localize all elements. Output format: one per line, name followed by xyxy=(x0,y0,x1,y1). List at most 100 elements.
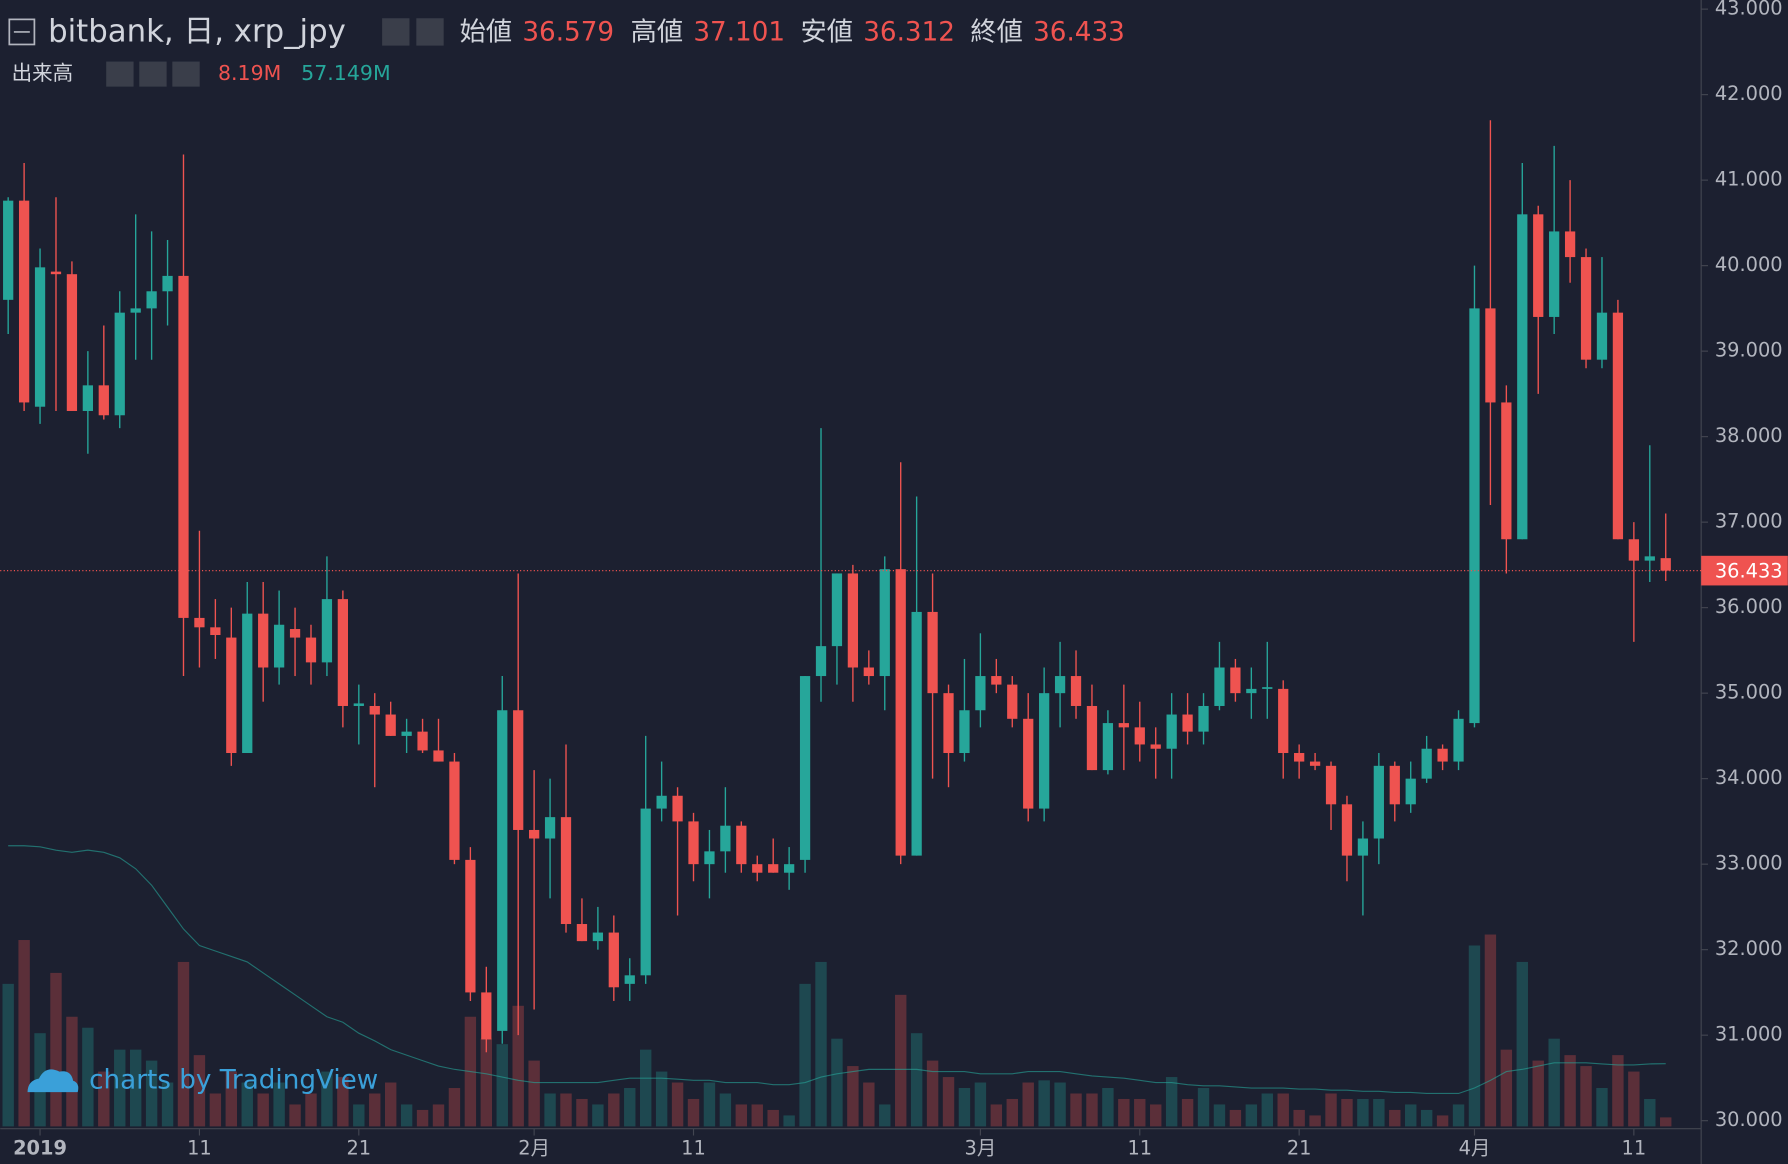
volume-bar xyxy=(703,1082,716,1127)
y-tick-label: 42.000 xyxy=(1715,82,1783,105)
y-tick-label: 37.000 xyxy=(1715,510,1783,533)
volume-bar xyxy=(129,1049,142,1127)
candle-body xyxy=(1357,838,1369,856)
volume-bar xyxy=(1596,1088,1608,1127)
eye-icon[interactable] xyxy=(106,61,134,87)
candle-body xyxy=(1070,676,1082,706)
volume-bar xyxy=(1373,1098,1385,1127)
candle-body xyxy=(576,924,588,942)
candle-body xyxy=(385,714,396,736)
candle-body xyxy=(449,761,460,860)
volume-bar xyxy=(799,983,811,1127)
candle-body xyxy=(879,569,890,677)
volume-bar xyxy=(496,1044,508,1127)
volume-bar xyxy=(369,1093,381,1127)
collapse-icon[interactable] xyxy=(8,18,36,46)
volume-bar xyxy=(321,1071,333,1127)
volume-bar xyxy=(353,1104,365,1127)
candle-body xyxy=(289,629,301,638)
candle-body xyxy=(592,932,604,942)
candle-body xyxy=(895,569,906,856)
volume-label: 出来高 xyxy=(12,61,74,85)
candle-body xyxy=(1596,312,1608,360)
volume-bar xyxy=(50,972,62,1127)
watermark[interactable]: charts by TradingView xyxy=(89,1065,378,1095)
volume-bar xyxy=(958,1088,971,1127)
volume-bar xyxy=(687,1098,700,1127)
volume-bar xyxy=(1086,1093,1098,1127)
volume-bar xyxy=(1420,1109,1433,1127)
candle-body xyxy=(1023,718,1034,809)
volume-bar xyxy=(432,1104,445,1127)
volume-bar xyxy=(161,1082,174,1127)
candle-body xyxy=(847,573,859,668)
price-pane xyxy=(3,120,1671,1053)
y-tick-label: 33.000 xyxy=(1715,852,1783,875)
candle-body xyxy=(18,200,30,403)
settings-icon[interactable] xyxy=(139,61,167,87)
candle-body xyxy=(1564,231,1576,258)
volume-bar xyxy=(416,1109,429,1127)
volume-bar xyxy=(225,1071,238,1127)
volume-bar xyxy=(1102,1088,1114,1127)
candle-body xyxy=(736,825,747,865)
volume-bar xyxy=(751,1104,763,1127)
volume-bar xyxy=(1484,934,1497,1127)
volume-bar xyxy=(1309,1115,1321,1127)
candle-body xyxy=(1039,693,1050,809)
candle-body xyxy=(114,312,125,416)
volume-bar xyxy=(1134,1098,1146,1127)
candle-body xyxy=(130,308,141,313)
volume-bar xyxy=(1006,1098,1018,1127)
volume-bar xyxy=(910,1033,923,1127)
volume-bar xyxy=(98,1071,110,1127)
candle-body xyxy=(1246,688,1257,694)
volume-bar xyxy=(926,1060,939,1127)
candle-body xyxy=(50,271,62,275)
candle-body xyxy=(1341,804,1353,856)
volume-bar xyxy=(847,1066,859,1127)
volume-bar xyxy=(1150,1104,1162,1127)
candle-body xyxy=(560,817,572,925)
volume-bar xyxy=(1245,1104,1258,1127)
candle-body xyxy=(1007,684,1018,719)
volume-bar xyxy=(1580,1066,1592,1127)
volume-bar xyxy=(1389,1109,1401,1127)
volume-value: 8.19M xyxy=(218,61,281,85)
volume-bar xyxy=(257,1093,269,1127)
eye-icon[interactable] xyxy=(382,18,410,46)
volume-bar xyxy=(1293,1109,1305,1127)
close-icon[interactable] xyxy=(172,61,200,87)
candle-body xyxy=(1437,748,1448,762)
candle-body xyxy=(146,291,157,309)
volume-bar xyxy=(480,1038,493,1127)
candle-body xyxy=(1628,539,1639,561)
volume-bar xyxy=(1612,1055,1624,1127)
volume-bar xyxy=(512,1005,524,1127)
x-tick-label: 3月 xyxy=(965,1137,997,1160)
candle-body xyxy=(799,676,811,860)
volume-bar xyxy=(815,961,827,1127)
volume-bar xyxy=(145,1060,158,1127)
candle-body xyxy=(513,710,524,830)
x-tick-label: 11 xyxy=(187,1137,212,1160)
y-tick-label: 39.000 xyxy=(1715,339,1783,362)
candle-body xyxy=(481,992,492,1040)
candle-body xyxy=(1102,723,1114,771)
candle-body xyxy=(1309,761,1321,766)
volume-bar xyxy=(209,1093,222,1127)
volume-bar xyxy=(863,1082,875,1127)
candle-body xyxy=(1373,765,1384,839)
settings-icon[interactable] xyxy=(416,18,444,46)
volume-bar xyxy=(177,961,190,1127)
candle-body xyxy=(640,808,651,976)
volume-bar xyxy=(1261,1093,1273,1127)
candle-body xyxy=(1501,402,1512,540)
candle-body xyxy=(1612,312,1624,540)
candle-body xyxy=(305,637,317,663)
y-tick-label: 31.000 xyxy=(1715,1023,1783,1046)
candle-body xyxy=(911,611,922,856)
candle-body xyxy=(1150,744,1161,749)
candle-body xyxy=(194,617,205,628)
